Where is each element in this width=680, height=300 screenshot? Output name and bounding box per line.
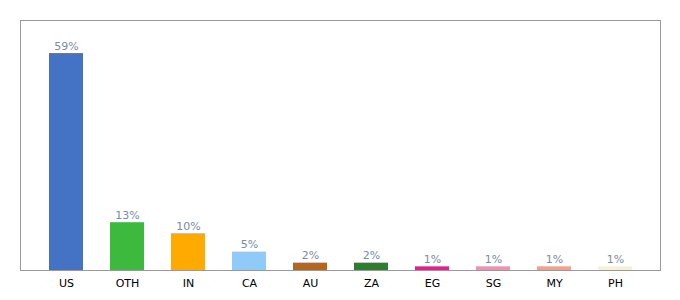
- svg-text:2%: 2%: [302, 249, 319, 262]
- svg-text:SG: SG: [486, 277, 502, 290]
- svg-text:13%: 13%: [115, 209, 139, 222]
- svg-text:2%: 2%: [363, 249, 380, 262]
- svg-text:1%: 1%: [424, 253, 441, 266]
- svg-text:OTH: OTH: [116, 277, 140, 290]
- svg-text:CA: CA: [242, 277, 258, 290]
- svg-text:1%: 1%: [485, 253, 502, 266]
- svg-text:PH: PH: [608, 277, 623, 290]
- svg-text:5%: 5%: [241, 238, 258, 251]
- svg-text:MY: MY: [546, 277, 562, 290]
- svg-text:IN: IN: [183, 277, 194, 290]
- svg-text:1%: 1%: [607, 253, 624, 266]
- svg-text:10%: 10%: [176, 220, 200, 233]
- svg-text:US: US: [59, 277, 74, 290]
- svg-text:ZA: ZA: [364, 277, 380, 290]
- svg-text:59%: 59%: [54, 40, 78, 53]
- svg-text:AU: AU: [303, 277, 319, 290]
- svg-text:1%: 1%: [546, 253, 563, 266]
- svg-text:EG: EG: [425, 277, 440, 290]
